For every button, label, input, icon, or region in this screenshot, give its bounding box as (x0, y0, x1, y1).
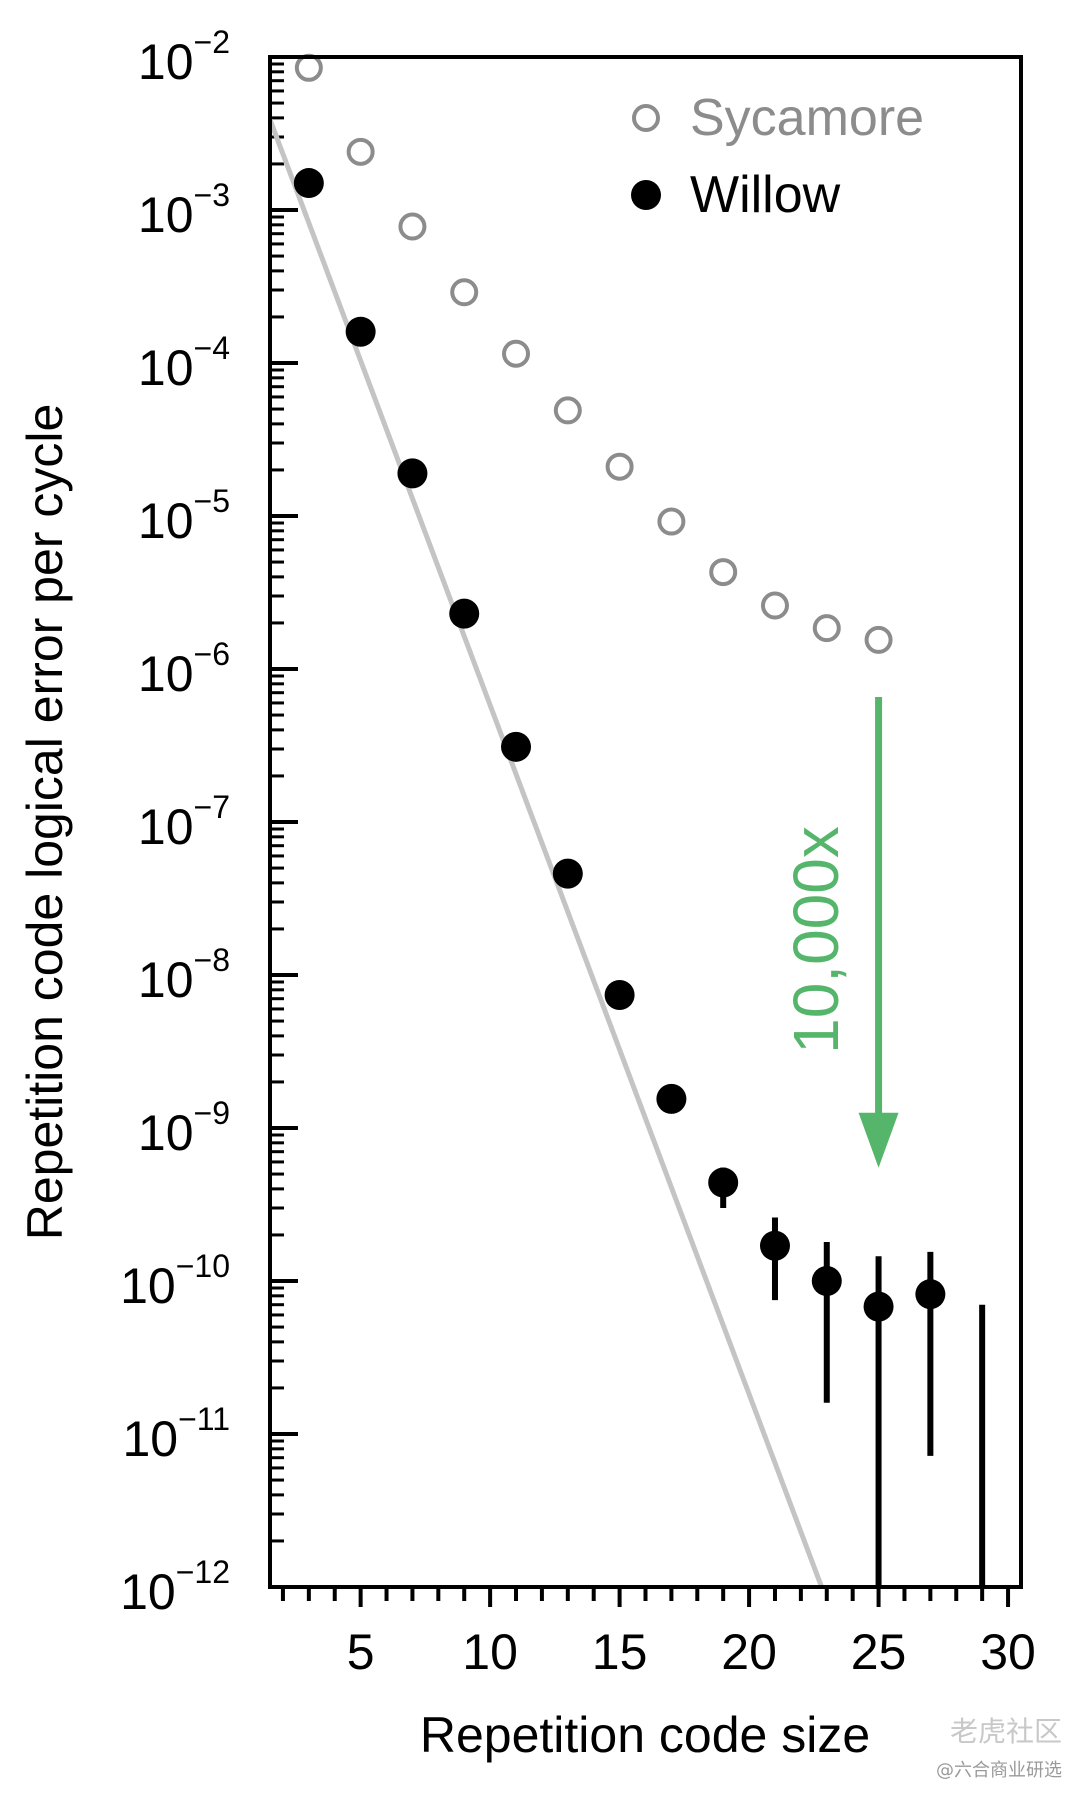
plot-frame (268, 55, 1023, 1589)
y-tick-label: 10−8 (138, 942, 230, 1008)
x-tick-label: 25 (851, 1624, 907, 1680)
willow-point (759, 1230, 790, 1261)
legend-marker-willow (631, 180, 661, 210)
y-tick-label: 10−11 (122, 1401, 230, 1467)
willow-point (656, 1083, 687, 1114)
x-tick-label: 10 (462, 1624, 518, 1680)
willow-point (915, 1279, 946, 1310)
willow-point (293, 168, 324, 199)
willow-point (811, 1266, 842, 1296)
willow-error-bars (720, 1167, 986, 1587)
y-tick-label: 10−2 (138, 24, 230, 90)
willow-point (708, 1167, 739, 1198)
willow-point (863, 1291, 894, 1322)
sycamore-point (553, 396, 582, 425)
y-tick-label: 10−6 (138, 636, 230, 702)
x-tick-labels: 5 10 15 20 25 30 (347, 1624, 1036, 1680)
annotation-label: 10,000x (780, 826, 852, 1054)
x-tick-label: 20 (721, 1624, 777, 1680)
x-tick-label: 5 (347, 1624, 375, 1680)
y-tick-label: 10−4 (138, 330, 230, 396)
x-tick-label: 30 (980, 1624, 1036, 1680)
sycamore-point (709, 558, 738, 587)
y-minor-ticks (270, 55, 298, 1589)
sycamore-point (657, 507, 686, 536)
sycamore-point (605, 452, 634, 481)
sycamore-point (864, 625, 893, 654)
fit-line (267, 118, 824, 1588)
arrow-head (858, 1112, 899, 1168)
sycamore-point (502, 339, 531, 368)
sycamore-point (812, 614, 841, 643)
legend-label-willow: Willow (690, 166, 841, 224)
y-axis-title: Repetition code logical error per cycle (17, 404, 73, 1241)
willow-point (397, 458, 428, 489)
sycamore-point (294, 53, 323, 82)
sycamore-point (398, 212, 427, 241)
sycamore-point (346, 137, 375, 166)
willow-point (449, 598, 480, 629)
improvement-annotation: 10,000x (780, 697, 899, 1168)
willow-point (552, 858, 583, 889)
y-tick-label: 10−7 (138, 789, 230, 855)
y-tick-label: 10−3 (138, 177, 230, 243)
x-tick-label: 15 (592, 1624, 648, 1680)
y-tick-label: 10−12 (120, 1554, 230, 1620)
x-ticks (280, 1587, 1011, 1607)
y-tick-label: 10−5 (138, 483, 230, 549)
willow-series (293, 168, 946, 1322)
y-tick-label: 10−10 (120, 1248, 230, 1314)
sycamore-point (450, 278, 479, 307)
y-tick-labels: 10−2 10−3 10−4 10−5 10−6 10−7 10−8 10−9 10−10 10−… (120, 24, 230, 1620)
watermark-line2: @六合商业研选 (936, 1760, 1062, 1781)
willow-point (604, 980, 635, 1011)
watermark: 老虎社区 @六合商业研选 (936, 1710, 1062, 1782)
watermark-line1: 老虎社区 (949, 1715, 1062, 1748)
legend-label-sycamore: Sycamore (690, 89, 924, 147)
sycamore-point (760, 591, 789, 620)
legend: Sycamore Willow (631, 89, 924, 224)
sycamore-series (294, 53, 893, 654)
x-axis-title: Repetition code size (420, 1707, 870, 1763)
willow-point (345, 316, 376, 347)
y-tick-label: 10−9 (138, 1095, 230, 1161)
legend-marker-sycamore (632, 104, 660, 132)
willow-point (501, 731, 532, 762)
